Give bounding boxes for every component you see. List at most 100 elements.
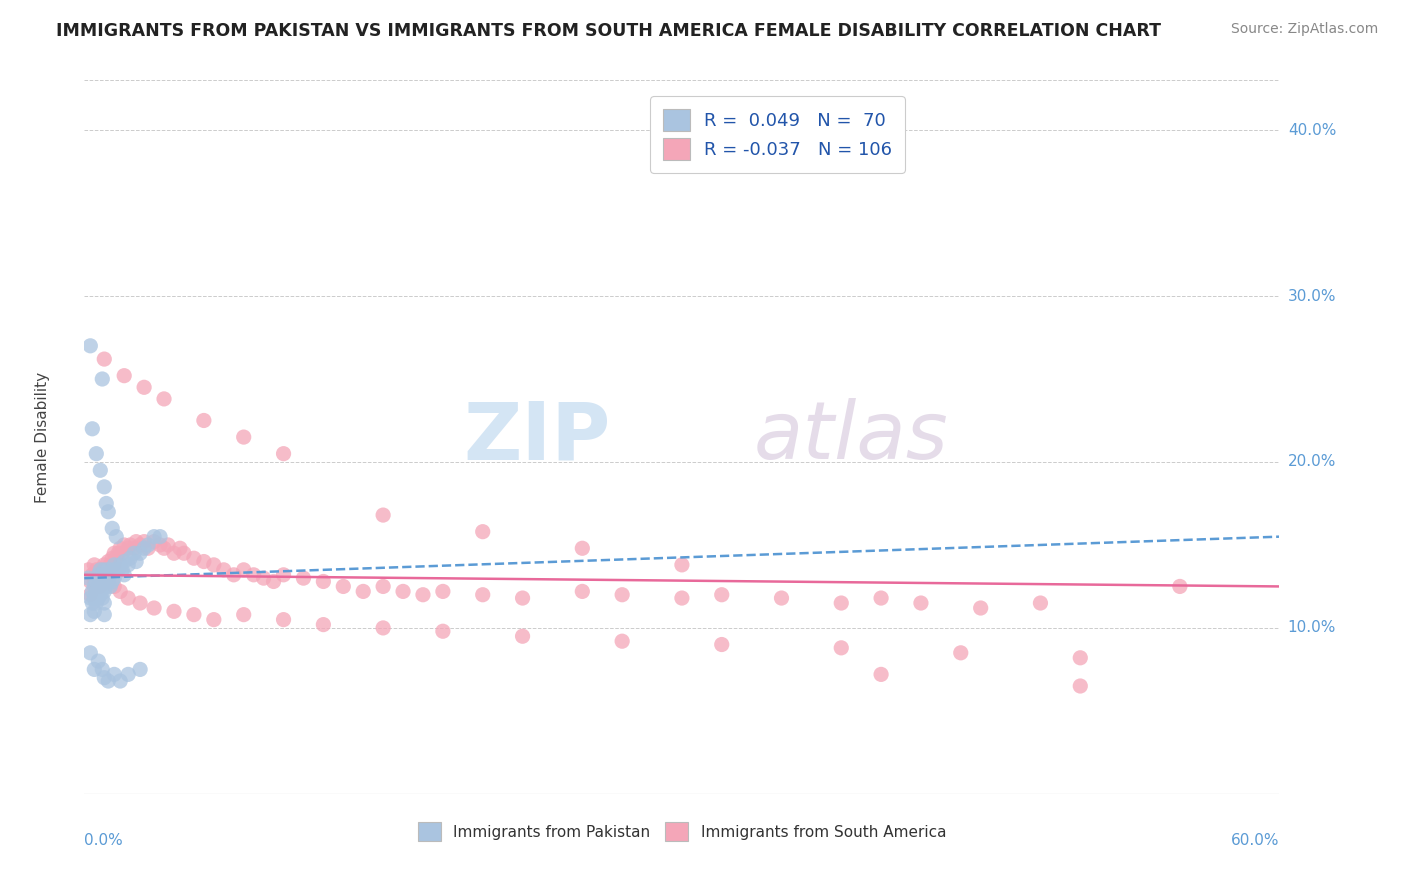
Point: [103, 571, 125, 585]
Point: [183, 551, 205, 566]
Point: [97, 574, 120, 589]
Text: 40.0%: 40.0%: [1288, 122, 1336, 137]
Point: [96, 567, 118, 582]
Point: [93, 480, 115, 494]
Point: [105, 551, 128, 566]
Point: [82, 567, 104, 582]
Point: [87, 591, 110, 605]
Point: [770, 591, 793, 605]
Point: [103, 558, 125, 572]
Text: 0.0%: 0.0%: [84, 833, 124, 848]
Point: [89, 571, 111, 585]
Text: atlas: atlas: [754, 398, 949, 476]
Point: [202, 613, 225, 627]
Point: [870, 591, 893, 605]
Point: [97, 673, 120, 688]
Text: ZIP: ZIP: [463, 398, 610, 476]
Point: [193, 555, 215, 569]
Point: [173, 546, 195, 560]
Text: 30.0%: 30.0%: [1288, 288, 1336, 303]
Point: [112, 368, 135, 383]
Point: [111, 546, 134, 560]
Point: [111, 563, 134, 577]
Text: Female Disability: Female Disability: [35, 371, 51, 503]
Point: [96, 563, 118, 577]
Point: [87, 567, 110, 582]
Point: [112, 538, 135, 552]
Point: [89, 579, 111, 593]
Point: [232, 430, 254, 444]
Point: [471, 524, 494, 539]
Point: [82, 596, 104, 610]
Point: [163, 546, 186, 560]
Point: [512, 591, 534, 605]
Point: [98, 558, 121, 572]
Point: [77, 563, 100, 577]
Point: [136, 541, 159, 556]
Point: [79, 574, 101, 589]
Point: [101, 551, 124, 566]
Point: [91, 662, 114, 676]
Point: [129, 538, 152, 552]
Point: [122, 541, 145, 556]
Point: [352, 584, 374, 599]
Point: [93, 571, 115, 585]
Point: [110, 558, 132, 572]
Point: [1168, 579, 1191, 593]
Point: [392, 584, 415, 599]
Point: [91, 591, 114, 605]
Point: [89, 463, 111, 477]
Point: [332, 579, 354, 593]
Point: [83, 591, 105, 605]
Point: [98, 579, 121, 593]
Point: [101, 574, 124, 589]
Point: [671, 558, 693, 572]
Point: [98, 567, 121, 582]
Point: [120, 551, 142, 566]
Point: [143, 534, 166, 549]
Point: [273, 447, 295, 461]
Point: [101, 563, 124, 577]
Point: [79, 646, 101, 660]
Point: [112, 567, 135, 582]
Point: [93, 563, 115, 577]
Point: [1069, 650, 1091, 665]
Point: [89, 588, 111, 602]
Point: [132, 541, 156, 556]
Point: [373, 508, 395, 522]
Point: [710, 638, 733, 652]
Point: [110, 541, 132, 556]
Point: [86, 447, 108, 461]
Text: IMMIGRANTS FROM PAKISTAN VS IMMIGRANTS FROM SOUTH AMERICA FEMALE DISABILITY CORR: IMMIGRANTS FROM PAKISTAN VS IMMIGRANTS F…: [56, 22, 1161, 40]
Point: [292, 571, 315, 585]
Point: [77, 571, 100, 585]
Point: [83, 574, 105, 589]
Point: [91, 567, 114, 582]
Point: [183, 607, 205, 622]
Point: [1069, 679, 1091, 693]
Point: [83, 604, 105, 618]
Point: [93, 671, 115, 685]
Point: [122, 546, 145, 560]
Point: [117, 541, 139, 556]
Point: [103, 558, 125, 572]
Point: [93, 584, 115, 599]
Point: [232, 563, 254, 577]
Text: 60.0%: 60.0%: [1232, 833, 1279, 848]
Point: [82, 584, 104, 599]
Point: [273, 613, 295, 627]
Point: [136, 538, 159, 552]
Point: [103, 667, 125, 681]
Point: [149, 530, 172, 544]
Point: [373, 579, 395, 593]
Point: [93, 558, 115, 572]
Point: [710, 588, 733, 602]
Point: [149, 538, 172, 552]
Point: [97, 555, 120, 569]
Point: [96, 496, 118, 510]
Point: [83, 571, 105, 585]
Point: [93, 352, 115, 367]
Point: [86, 563, 108, 577]
Point: [93, 574, 115, 589]
Point: [157, 538, 180, 552]
